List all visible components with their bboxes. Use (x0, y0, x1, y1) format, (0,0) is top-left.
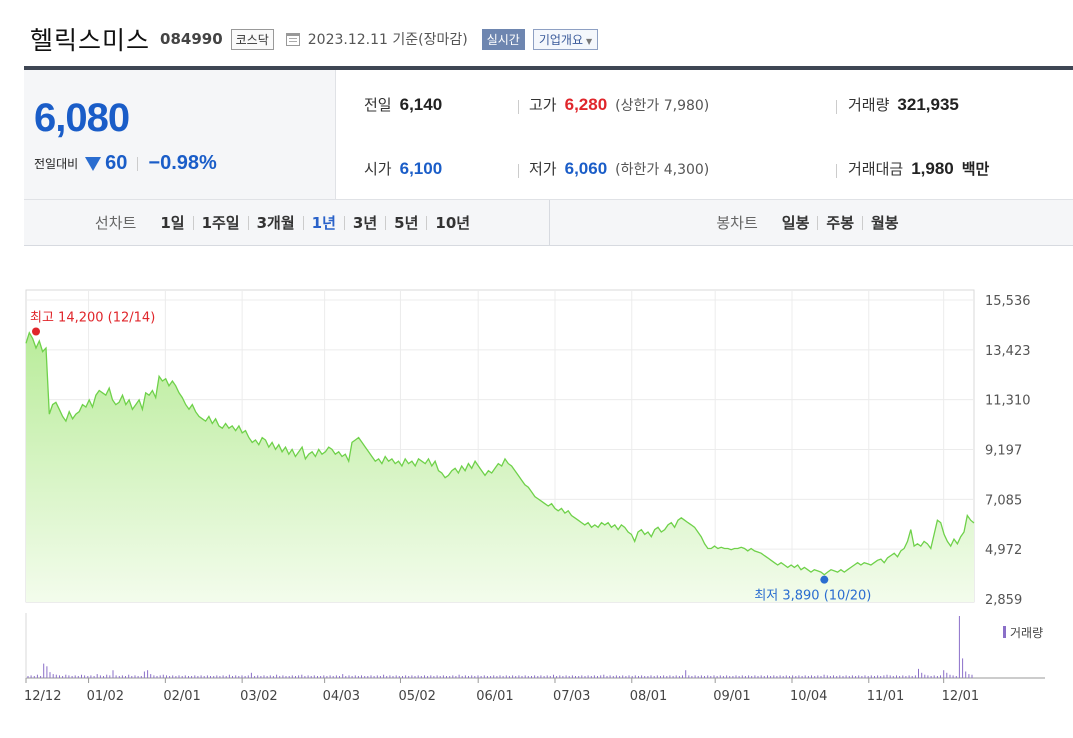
lower-limit: (하한가 4,300) (615, 162, 710, 178)
volume-bars (25, 613, 1072, 679)
x-tick-label: 02/01 (163, 689, 200, 704)
stat-amount-label: 거래대금 (848, 160, 904, 178)
company-overview-button[interactable]: 기업개요 ▼ (532, 28, 599, 50)
x-tick-label: 04/03 (323, 689, 360, 704)
stock-name: 헬릭스미스 (30, 26, 151, 55)
low-marker (820, 575, 829, 584)
stat-open: 시가 6,100 (364, 158, 442, 179)
change-label: 전일대비 (34, 157, 79, 171)
x-tick-label: 12/12 (24, 689, 61, 704)
down-triangle-icon (85, 156, 102, 171)
x-axis-ticks: 12/12 01/02 02/01 03/02 04/03 05/02 06/01 07/03… (24, 678, 979, 704)
market-badge: 코스닥 (230, 28, 274, 50)
stat-low-value: 6,060 (564, 159, 608, 178)
stat-high-value: 6,280 (564, 95, 608, 114)
y-tick-label: 2,859 (985, 593, 1022, 608)
x-tick-label: 07/03 (553, 689, 590, 704)
stat-low-label: 저가 (529, 160, 557, 178)
stat-volume-label: 거래량 (848, 96, 890, 114)
stat-prev-label: 전일 (364, 96, 392, 114)
candle-chart-periods: 봉차트 일봉 주봉 월봉 (550, 200, 1073, 245)
stats-grid: 전일 6,140 고가 6,280 (상한가 7,980) 거래량 321,93… (336, 70, 1073, 200)
period-tab-1w[interactable]: 1주일 (192, 215, 248, 230)
x-tick-label: 11/01 (867, 689, 904, 704)
volume-legend: 거래량 (1010, 626, 1043, 640)
realtime-button[interactable]: 실시간 (481, 28, 525, 50)
x-tick-label: 03/02 (240, 689, 277, 704)
y-tick-label: 7,085 (985, 493, 1022, 508)
x-tick-label: 01/02 (87, 689, 124, 704)
divider (836, 100, 837, 114)
period-tab-1d[interactable]: 1일 (160, 213, 185, 232)
price-chart-svg: 15,536 13,423 11,310 9,197 7,085 4,972 2,859 1… (24, 289, 1072, 704)
period-tab-5y[interactable]: 5년 (385, 215, 426, 230)
x-tick-label: 12/01 (942, 689, 979, 704)
period-tab-3m[interactable]: 3개월 (247, 215, 303, 230)
x-tick-label: 10/04 (790, 689, 827, 704)
stat-volume: 거래량 321,935 (848, 94, 959, 115)
line-chart-label: 선차트 (94, 214, 137, 232)
y-tick-label: 15,536 (985, 294, 1031, 309)
period-tab-1y[interactable]: 1년 (302, 215, 344, 230)
low-annotation: 최저 3,890 (10/20) (754, 589, 871, 604)
divider (518, 164, 519, 178)
divider (836, 164, 837, 178)
x-tick-label: 09/01 (713, 689, 750, 704)
price-line (25, 331, 975, 576)
y-tick-label: 11,310 (985, 394, 1031, 409)
calendar-icon (285, 32, 300, 46)
stat-prev-value: 6,140 (399, 95, 443, 114)
period-tab-3y[interactable]: 3년 (343, 215, 385, 230)
y-tick-label: 4,972 (985, 543, 1022, 558)
change-row: 전일대비 60 −0.98% (34, 152, 217, 175)
stat-high: 고가 6,280 (상한가 7,980) (529, 94, 709, 115)
candle-tab-weekly[interactable]: 주봉 (817, 215, 862, 230)
line-chart-periods: 선차트 1일 1주일 3개월 1년 3년 5년 10년 (24, 200, 550, 245)
price-box: 6,080 전일대비 60 −0.98% (24, 70, 336, 200)
stat-amount: 거래대금 1,980 백만 (848, 158, 989, 179)
stat-open-value: 6,100 (399, 159, 443, 178)
price-area (26, 332, 974, 602)
price-chart: 15,536 13,423 11,310 9,197 7,085 4,972 2,859 1… (0, 250, 1073, 734)
x-tick-label: 06/01 (476, 689, 513, 704)
stat-high-label: 고가 (529, 96, 557, 114)
y-tick-label: 9,197 (985, 444, 1022, 459)
stat-open-label: 시가 (364, 160, 392, 178)
candle-tab-daily[interactable]: 일봉 (781, 213, 810, 232)
stock-code: 084990 (160, 30, 223, 48)
company-overview-label: 기업개요 (538, 32, 583, 47)
stat-low: 저가 6,060 (하한가 4,300) (529, 158, 709, 179)
stat-amount-value: 1,980 (911, 159, 954, 178)
candle-tab-monthly[interactable]: 월봉 (862, 215, 907, 230)
title-row: 헬릭스미스 084990 코스닥 2023.12.11 기준(장마감) 실시간 … (30, 22, 599, 56)
candle-chart-label: 봉차트 (716, 214, 758, 232)
change-percent: −0.98% (148, 152, 217, 174)
volume-legend-swatch (1003, 626, 1006, 638)
current-price: 6,080 (34, 96, 130, 140)
divider (518, 100, 519, 114)
stat-prev: 전일 6,140 (364, 94, 442, 115)
base-date: 2023.12.11 기준(장마감) (307, 32, 468, 48)
y-tick-label: 13,423 (985, 344, 1031, 359)
divider (137, 156, 139, 171)
x-tick-label: 08/01 (630, 689, 667, 704)
stat-volume-value: 321,935 (897, 95, 959, 114)
high-marker (32, 327, 40, 336)
period-tab-10y[interactable]: 10년 (426, 215, 478, 230)
quote-panel: 6,080 전일대비 60 −0.98% 전일 6,140 고가 6,280 (… (24, 66, 1073, 246)
stat-amount-unit: 백만 (961, 161, 990, 178)
upper-limit: (상한가 7,980) (615, 98, 710, 114)
volume-area (26, 613, 1072, 678)
change-value: 60 (105, 152, 128, 174)
dropdown-arrow-icon: ▼ (586, 36, 593, 46)
y-axis-ticks: 15,536 13,423 11,310 9,197 7,085 4,972 2,859 (985, 294, 1031, 608)
x-tick-label: 05/02 (398, 689, 435, 704)
high-annotation: 최고 14,200 (12/14) (30, 311, 155, 326)
period-bar: 선차트 1일 1주일 3개월 1년 3년 5년 10년 봉차트 일봉 주봉 월봉 (24, 200, 1073, 246)
